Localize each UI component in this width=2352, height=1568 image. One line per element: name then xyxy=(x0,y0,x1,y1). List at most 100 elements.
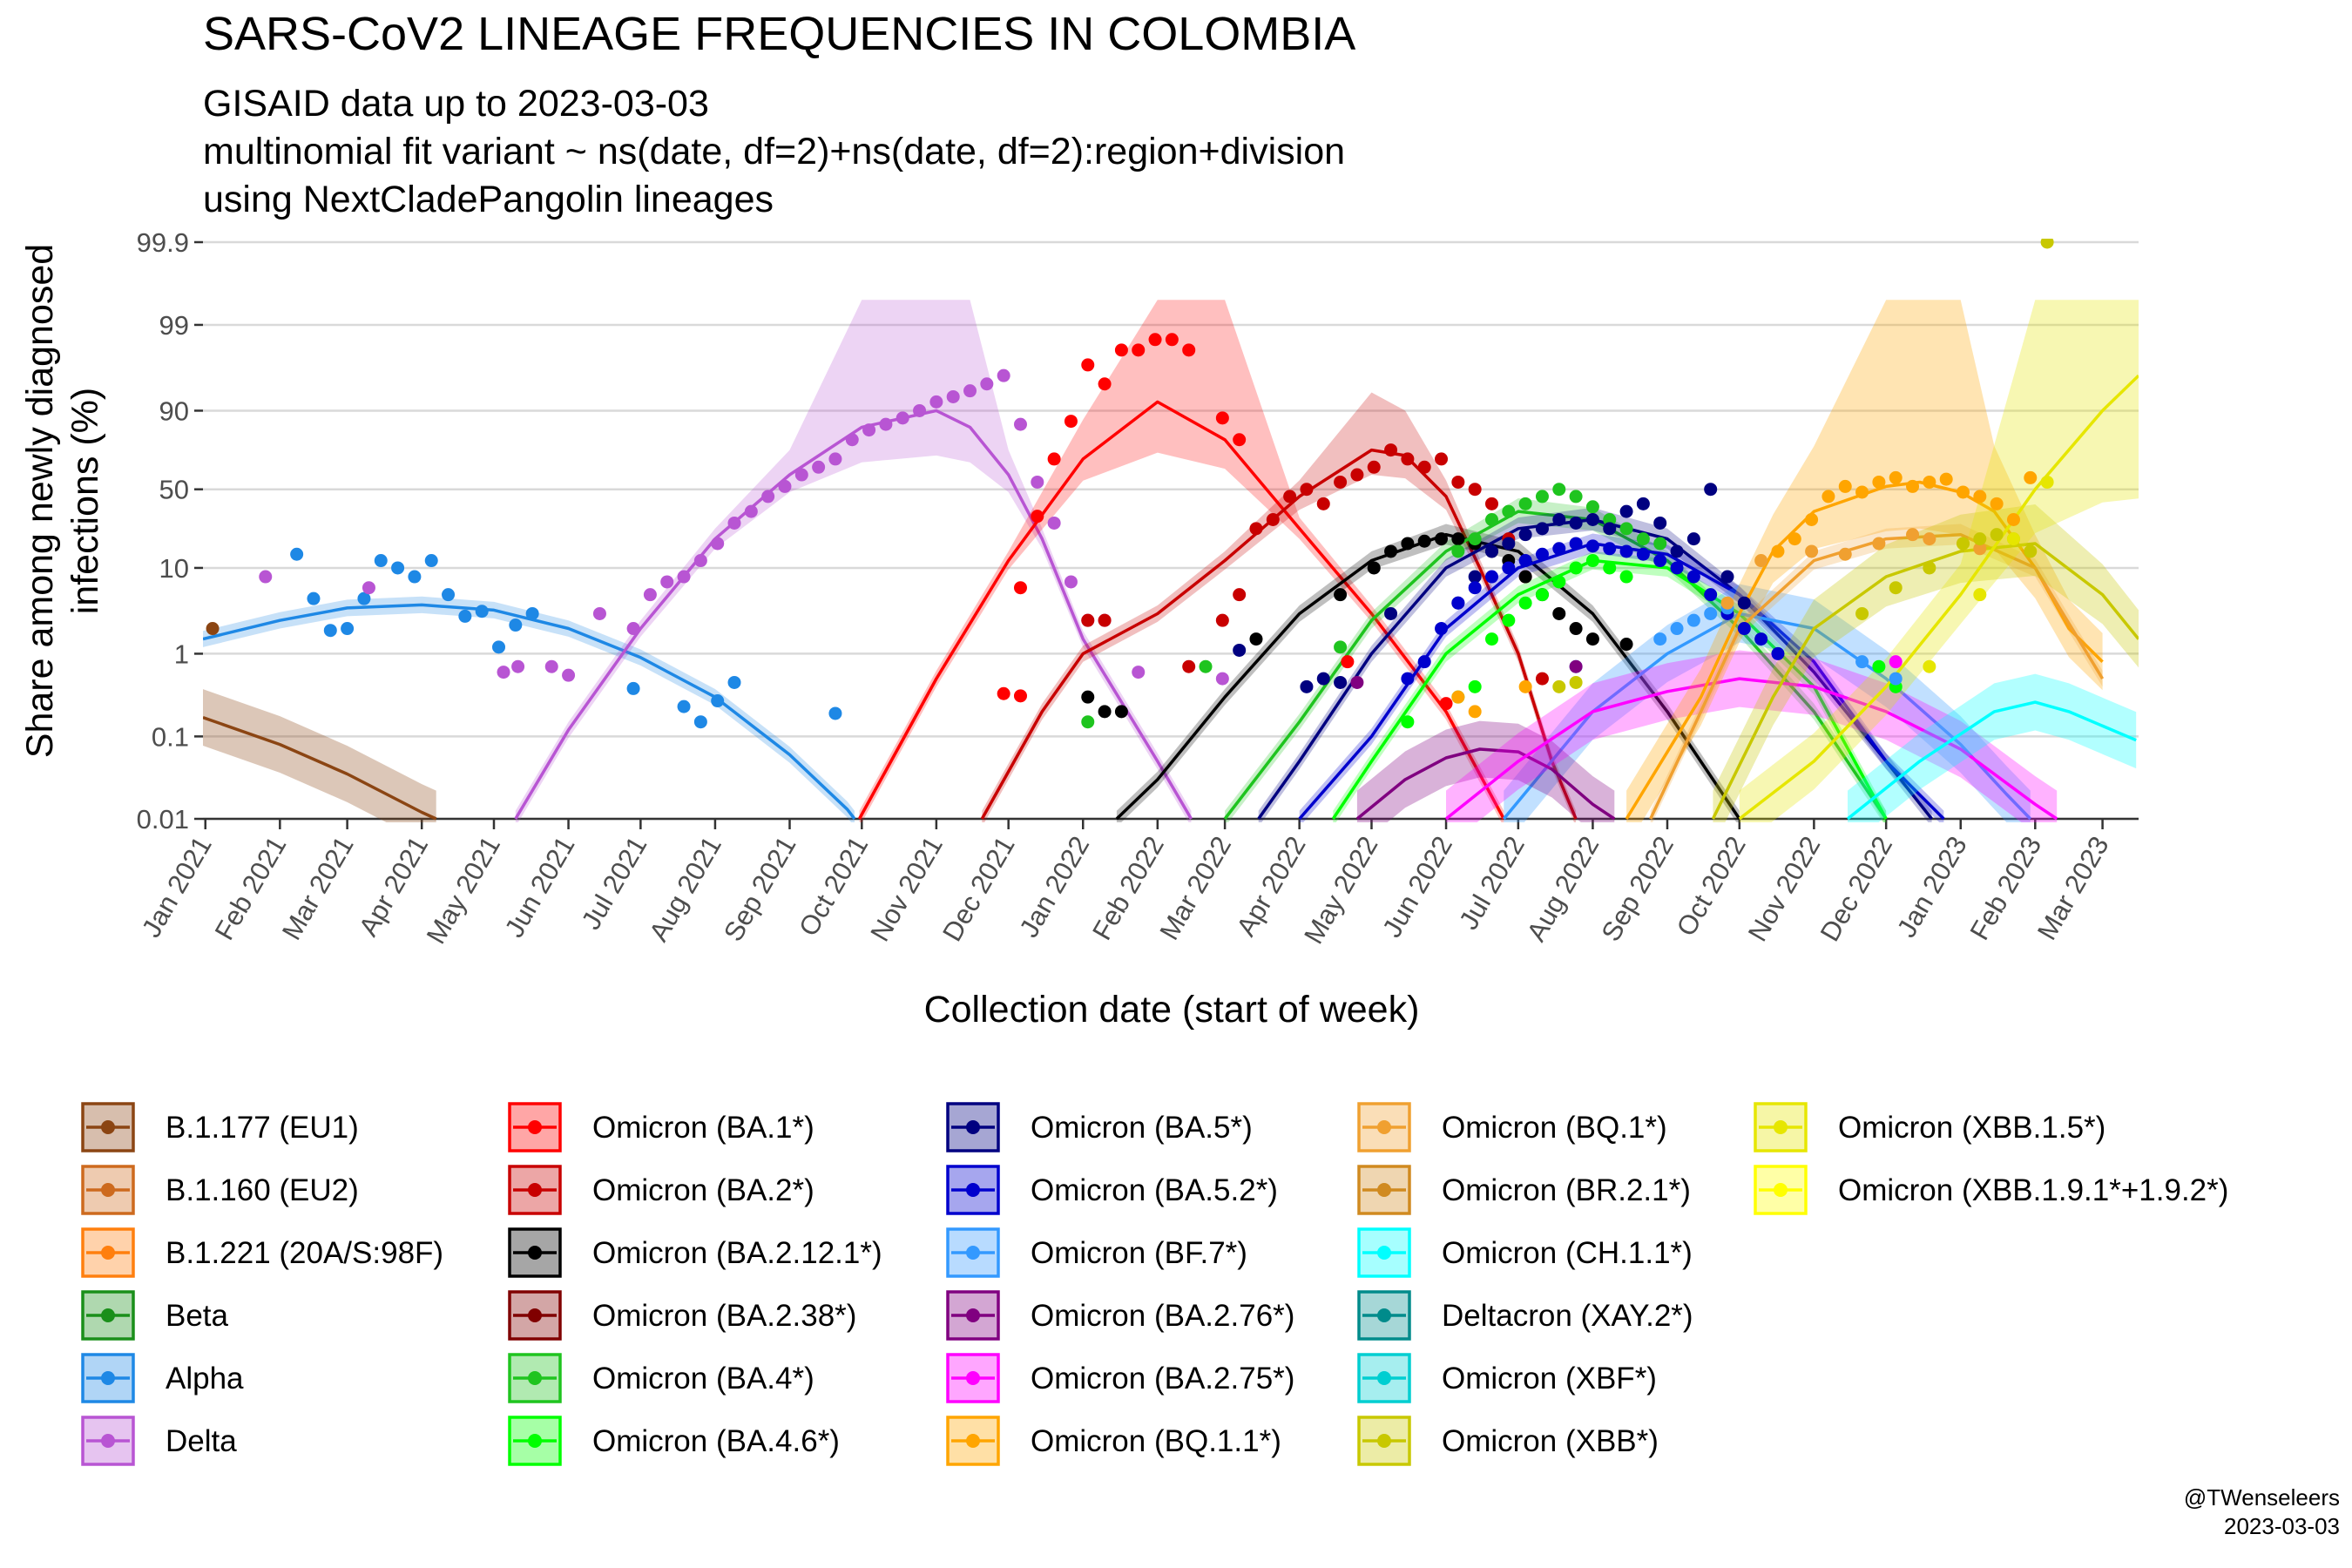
point-10-6 xyxy=(1502,504,1516,518)
legend-label-18: Omicron (BQ.1*) xyxy=(1442,1111,1667,1145)
point-7-2 xyxy=(1182,659,1196,673)
point-13-1 xyxy=(1417,655,1431,669)
legend-label-0: B.1.177 (EU1) xyxy=(166,1111,359,1145)
point-13-2 xyxy=(1435,622,1449,636)
point-12-13 xyxy=(1585,512,1599,526)
point-5-33 xyxy=(1064,575,1078,589)
point-17-4 xyxy=(1788,532,1801,546)
point-17-18 xyxy=(2024,470,2038,484)
point-11-7 xyxy=(1552,575,1566,589)
legend-label-21: Deltacron (XAY.2*) xyxy=(1442,1299,1693,1333)
point-0-0 xyxy=(206,622,220,636)
point-13-9 xyxy=(1552,542,1566,556)
curve-18 xyxy=(1649,532,2105,820)
point-17-3 xyxy=(1771,544,1785,558)
point-5-24 xyxy=(913,403,927,417)
band-8 xyxy=(1116,524,1740,822)
point-12-15 xyxy=(1619,504,1633,518)
point-12-1 xyxy=(1300,679,1314,693)
curve-7 xyxy=(980,448,1578,820)
legend-key-21 xyxy=(1357,1290,1411,1341)
point-8-14 xyxy=(1518,570,1532,584)
point-6-9 xyxy=(1165,333,1179,347)
point-5-7 xyxy=(626,622,640,636)
point-4-3 xyxy=(341,622,355,636)
legend-key-22 xyxy=(1357,1353,1411,1403)
point-13-10 xyxy=(1569,537,1583,551)
point-8-16 xyxy=(1552,606,1566,620)
point-4-1 xyxy=(307,591,321,605)
point-23-7 xyxy=(1990,528,2004,542)
point-5-6 xyxy=(592,606,606,620)
point-12-19 xyxy=(1686,532,1700,546)
band-0 xyxy=(203,689,436,822)
point-5-3 xyxy=(511,659,525,673)
point-6-15 xyxy=(997,686,1010,700)
x-tick-label-18: Jul 2022 xyxy=(1453,831,1531,935)
credit-date: 2023-03-03 xyxy=(2224,1513,2340,1539)
curve-23 xyxy=(1711,542,2139,820)
point-12-22 xyxy=(1737,596,1751,610)
point-11-11 xyxy=(1619,570,1633,584)
x-tick-label-11: Dec 2021 xyxy=(936,831,1021,946)
legend-label-17: Omicron (BQ.1.1*) xyxy=(1031,1424,1281,1458)
point-12-3 xyxy=(1334,675,1348,689)
legend-key-23 xyxy=(1357,1416,1411,1466)
point-17-8 xyxy=(1855,485,1869,499)
legend-label-2: B.1.221 (20A/S:98F) xyxy=(166,1236,443,1270)
point-13-20 xyxy=(1737,622,1751,636)
credit-handle: @TWenseleers xyxy=(2183,1484,2340,1511)
point-4-7 xyxy=(408,570,422,584)
point-5-32 xyxy=(1047,516,1061,530)
point-7-22 xyxy=(1535,672,1549,686)
legend-label-12: Omicron (BA.5*) xyxy=(1031,1111,1253,1145)
legend-key-11 xyxy=(508,1416,562,1466)
point-6-13 xyxy=(1341,655,1355,669)
point-12-21 xyxy=(1720,570,1734,584)
x-tick-label-23: Dec 2022 xyxy=(1815,831,1899,946)
legend-label-10: Omicron (BA.4*) xyxy=(592,1362,814,1396)
point-7-7 xyxy=(1283,490,1297,504)
point-5-15 xyxy=(761,490,775,504)
point-17-9 xyxy=(1872,475,1886,489)
point-11-0 xyxy=(1401,715,1415,729)
point-8-3 xyxy=(1249,632,1263,646)
point-7-15 xyxy=(1417,460,1431,474)
legend-label-14: Omicron (BF.7*) xyxy=(1031,1236,1247,1270)
point-24-2 xyxy=(2006,532,2020,546)
y-axis-title: Share among newly diagnosed infections (… xyxy=(19,243,106,759)
point-5-17 xyxy=(794,468,808,482)
point-12-18 xyxy=(1670,544,1684,558)
point-10-7 xyxy=(1518,497,1532,510)
point-4-17 xyxy=(693,715,707,729)
x-tick-label-17: Jun 2022 xyxy=(1376,831,1458,943)
point-14-1 xyxy=(1653,632,1667,646)
point-13-16 xyxy=(1670,561,1684,575)
point-6-4 xyxy=(1081,358,1095,372)
legend-label-3: Beta xyxy=(166,1299,229,1333)
point-11-12 xyxy=(1872,659,1886,673)
y-tick-label-5: 90 xyxy=(159,395,189,426)
point-17-12 xyxy=(1923,475,1936,489)
point-6-0 xyxy=(1013,581,1027,595)
point-10-13 xyxy=(1619,522,1633,536)
point-4-5 xyxy=(374,554,388,568)
point-5-9 xyxy=(660,575,674,589)
point-7-0 xyxy=(1081,613,1095,627)
curve-24 xyxy=(1738,374,2139,821)
point-10-14 xyxy=(1636,532,1650,546)
point-17-15 xyxy=(1973,490,1987,504)
point-10-5 xyxy=(1484,512,1498,526)
point-18-4 xyxy=(1872,537,1886,551)
legend-key-4 xyxy=(81,1353,135,1403)
point-4-15 xyxy=(626,681,640,695)
point-13-3 xyxy=(1451,596,1465,610)
point-11-5 xyxy=(1518,596,1532,610)
point-12-6 xyxy=(1468,570,1482,584)
point-18-5 xyxy=(1906,528,1920,542)
point-7-6 xyxy=(1266,512,1280,526)
legend-label-9: Omicron (BA.2.38*) xyxy=(592,1299,856,1333)
point-8-0 xyxy=(1081,690,1095,704)
legend-label-5: Delta xyxy=(166,1424,237,1458)
point-5-1 xyxy=(362,581,375,595)
